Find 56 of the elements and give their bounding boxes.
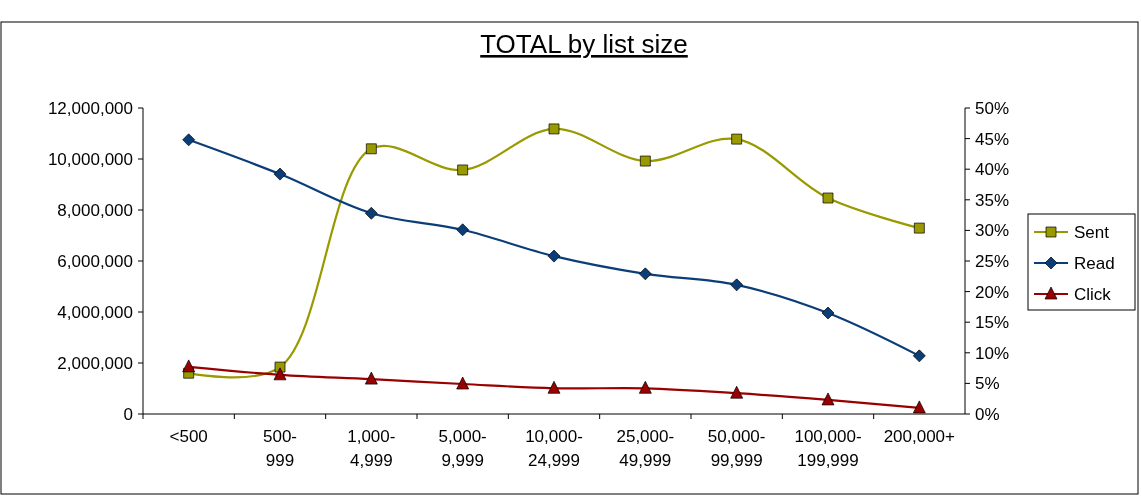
y2-tick-label: 10% xyxy=(975,343,1010,363)
y2-tick-label: 45% xyxy=(975,129,1010,149)
y-tick-label: 10,000,000 xyxy=(47,150,133,169)
x-tick-label: <500 xyxy=(169,427,208,446)
point xyxy=(639,155,651,167)
point xyxy=(730,278,744,292)
legend-label: Sent xyxy=(1074,223,1110,242)
point xyxy=(731,133,743,145)
x-tick-label: 5,000-9,999 xyxy=(438,427,487,470)
y2-tick-label: 35% xyxy=(975,190,1010,210)
point xyxy=(730,385,744,399)
y-tick-label: 2,000,000 xyxy=(57,354,133,373)
y-tick-label: 12,000,000 xyxy=(47,99,133,118)
point xyxy=(456,223,470,237)
point xyxy=(457,164,469,176)
chart-title: TOTAL by list size xyxy=(480,29,688,59)
y2-tick-label: 20% xyxy=(975,282,1010,302)
x-tick-label: 200,000+ xyxy=(883,427,956,446)
point xyxy=(821,392,835,406)
x-tick-label: 25,000-49,999 xyxy=(616,427,675,470)
point xyxy=(364,206,378,220)
point xyxy=(638,267,652,281)
point xyxy=(821,306,835,320)
legend-label: Click xyxy=(1074,285,1112,304)
y2-tick-label: 30% xyxy=(975,221,1010,241)
point xyxy=(913,222,925,234)
point xyxy=(912,400,926,414)
y-tick-label: 4,000,000 xyxy=(57,303,133,322)
point xyxy=(456,376,470,390)
point xyxy=(182,359,196,373)
point xyxy=(273,367,287,381)
x-tick-label: 50,000-99,999 xyxy=(707,427,766,470)
x-tick-label: 10,000-24,999 xyxy=(525,427,583,470)
y-tick-label: 0 xyxy=(123,405,133,424)
legend-label: Read xyxy=(1074,254,1115,273)
y2-tick-label: 25% xyxy=(975,252,1010,271)
point xyxy=(548,123,560,135)
point xyxy=(364,371,378,385)
point xyxy=(547,249,561,263)
x-tick-label: 100,000-199,999 xyxy=(794,427,862,470)
point xyxy=(182,133,196,147)
y-tick-label: 6,000,000 xyxy=(57,252,133,271)
y2-tick-label: 5% xyxy=(975,374,1000,394)
x-tick-label: 500-999 xyxy=(262,427,298,470)
y-tick-label: 8,000,000 xyxy=(57,201,133,220)
y2-tick-label: 50% xyxy=(975,99,1010,118)
point xyxy=(365,143,377,155)
y2-tick-label: 40% xyxy=(975,160,1010,180)
y2-tick-label: 15% xyxy=(975,313,1010,333)
point xyxy=(273,167,287,181)
point xyxy=(822,192,834,204)
point xyxy=(638,380,652,394)
y2-tick-label: 0% xyxy=(975,405,1000,424)
x-tick-label: 1,000-4,999 xyxy=(347,427,396,470)
point xyxy=(912,349,926,363)
point xyxy=(547,380,561,394)
